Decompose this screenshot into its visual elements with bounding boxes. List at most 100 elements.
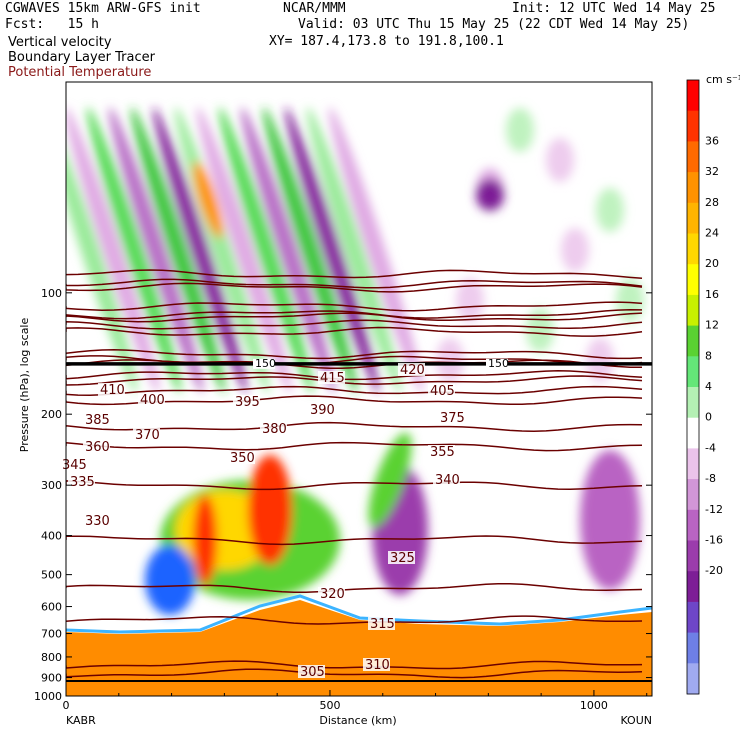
updraft-lobe xyxy=(368,432,412,528)
theta-label: 335 xyxy=(70,475,95,490)
colorbar-swatch xyxy=(687,571,699,603)
colorbar-label: 28 xyxy=(705,196,719,209)
y-tick-label: 500 xyxy=(41,569,62,582)
updraft-core xyxy=(193,161,223,239)
colorbar-swatch xyxy=(687,509,699,541)
colorbar-swatch xyxy=(687,479,699,511)
colorbar-swatch xyxy=(687,632,699,664)
theta-label: 410 xyxy=(100,383,125,398)
theta-label-bg xyxy=(83,514,110,527)
colorbar-label: -16 xyxy=(705,534,723,547)
field-vertical-velocity: Vertical velocity xyxy=(8,35,112,50)
wave-patch xyxy=(616,278,644,322)
colorbar-frame xyxy=(686,79,700,695)
theta-contour xyxy=(66,278,643,289)
colorbar-label: 4 xyxy=(705,380,712,393)
y-tick-label: 800 xyxy=(41,651,62,664)
theta-contour xyxy=(66,308,643,320)
theta-contour xyxy=(66,282,643,293)
theta-label: 330 xyxy=(85,514,110,529)
theta-label-bg xyxy=(133,428,160,441)
surface-band xyxy=(66,680,652,696)
theta-label-bg xyxy=(428,384,455,397)
theta-contour xyxy=(66,660,643,670)
colorbar-label: 0 xyxy=(705,411,712,424)
theta-contour xyxy=(66,668,643,679)
colorbar-label: 24 xyxy=(705,227,719,240)
theta-label: 420 xyxy=(400,363,425,378)
forecast-hour: Fcst: 15 h xyxy=(5,17,99,32)
theta-label: 385 xyxy=(85,413,110,428)
plot-frame xyxy=(65,81,653,697)
theta-label-bg xyxy=(318,587,345,600)
y-tick-label: 600 xyxy=(41,601,62,614)
colorbar-label: -20 xyxy=(705,564,723,577)
colorbar-label: 32 xyxy=(705,165,719,178)
convective-core xyxy=(193,495,217,585)
theta-label-bg xyxy=(398,363,425,376)
tracer-plume xyxy=(145,545,195,615)
colorbar-swatch xyxy=(687,448,699,480)
theta-label-bg xyxy=(368,617,395,630)
wave-patch xyxy=(586,338,614,382)
theta-label: 310 xyxy=(365,658,390,673)
init-time: Init: 12 UTC Wed 14 May 25 xyxy=(512,1,716,16)
wave-band xyxy=(152,107,248,393)
wave-patch xyxy=(506,108,534,152)
theta-label: 350 xyxy=(230,451,255,466)
theta-contour xyxy=(66,349,643,360)
tropopause-label-bg xyxy=(486,358,508,369)
theta-label: 305 xyxy=(300,665,325,680)
theta-label: 415 xyxy=(320,371,345,386)
y-tick-label: 1000 xyxy=(34,690,62,703)
wave-patch xyxy=(596,188,624,232)
y-tick-label: 900 xyxy=(41,672,62,685)
theta-label-bg xyxy=(428,445,455,458)
x-tick-label: 1000 xyxy=(580,699,608,712)
endpoint-left-label: KABR xyxy=(66,714,96,727)
theta-label: 340 xyxy=(435,473,460,488)
theta-label: 390 xyxy=(310,403,335,418)
x-tick-label: 0 xyxy=(63,699,70,712)
colorbar-swatch xyxy=(687,325,699,357)
tropopause-label: 150 xyxy=(255,357,276,370)
cross-section-coords: XY= 187.4,173.8 to 191.8,100.1 xyxy=(269,34,504,49)
theta-label: 320 xyxy=(320,587,345,602)
colorbar-swatch xyxy=(687,601,699,634)
x-axis-label: Distance (km) xyxy=(319,714,396,727)
theta-label: 315 xyxy=(370,617,395,632)
theta-label-bg xyxy=(260,422,287,435)
field-potential-temperature: Potential Temperature xyxy=(8,65,152,80)
theta-label-bg xyxy=(298,665,325,678)
theta-label-bg xyxy=(363,658,390,671)
colorbar-swatch xyxy=(687,264,699,296)
colorbar-label: 36 xyxy=(705,134,719,147)
theta-contour xyxy=(66,269,643,280)
y-tick-label: 200 xyxy=(41,408,62,421)
x-tick-label: 500 xyxy=(319,699,340,712)
theta-label: 405 xyxy=(430,384,455,399)
wave-band xyxy=(240,107,336,393)
theta-contour xyxy=(66,441,643,452)
wave-band xyxy=(284,107,380,393)
theta-label: 325 xyxy=(390,551,415,566)
endpoint-right-label: KOUN xyxy=(620,714,652,727)
theta-label: 360 xyxy=(85,440,110,455)
wave-patch xyxy=(456,278,484,322)
theta-contour xyxy=(66,385,643,396)
colorbar-label: 16 xyxy=(705,288,719,301)
colorbar-swatch xyxy=(687,663,699,695)
theta-contour xyxy=(66,370,643,381)
theta-contour xyxy=(66,355,643,366)
contour-labels: 305 310 315 320 325 330 335 340 345 350 355 360 370 3… xyxy=(60,357,509,680)
institution-label: NCAR/MMM xyxy=(283,1,346,16)
potential-temperature-contours xyxy=(66,269,652,679)
y-tick-label: 100 xyxy=(41,287,62,300)
colorbar-units: cm s⁻¹ xyxy=(706,73,740,86)
theta-contour xyxy=(66,301,643,312)
colorbar-label: 8 xyxy=(705,349,712,362)
theta-label: 380 xyxy=(262,422,287,437)
wave-band xyxy=(328,107,424,393)
theta-label-bg xyxy=(138,393,165,406)
colorbar-swatch xyxy=(687,110,699,142)
